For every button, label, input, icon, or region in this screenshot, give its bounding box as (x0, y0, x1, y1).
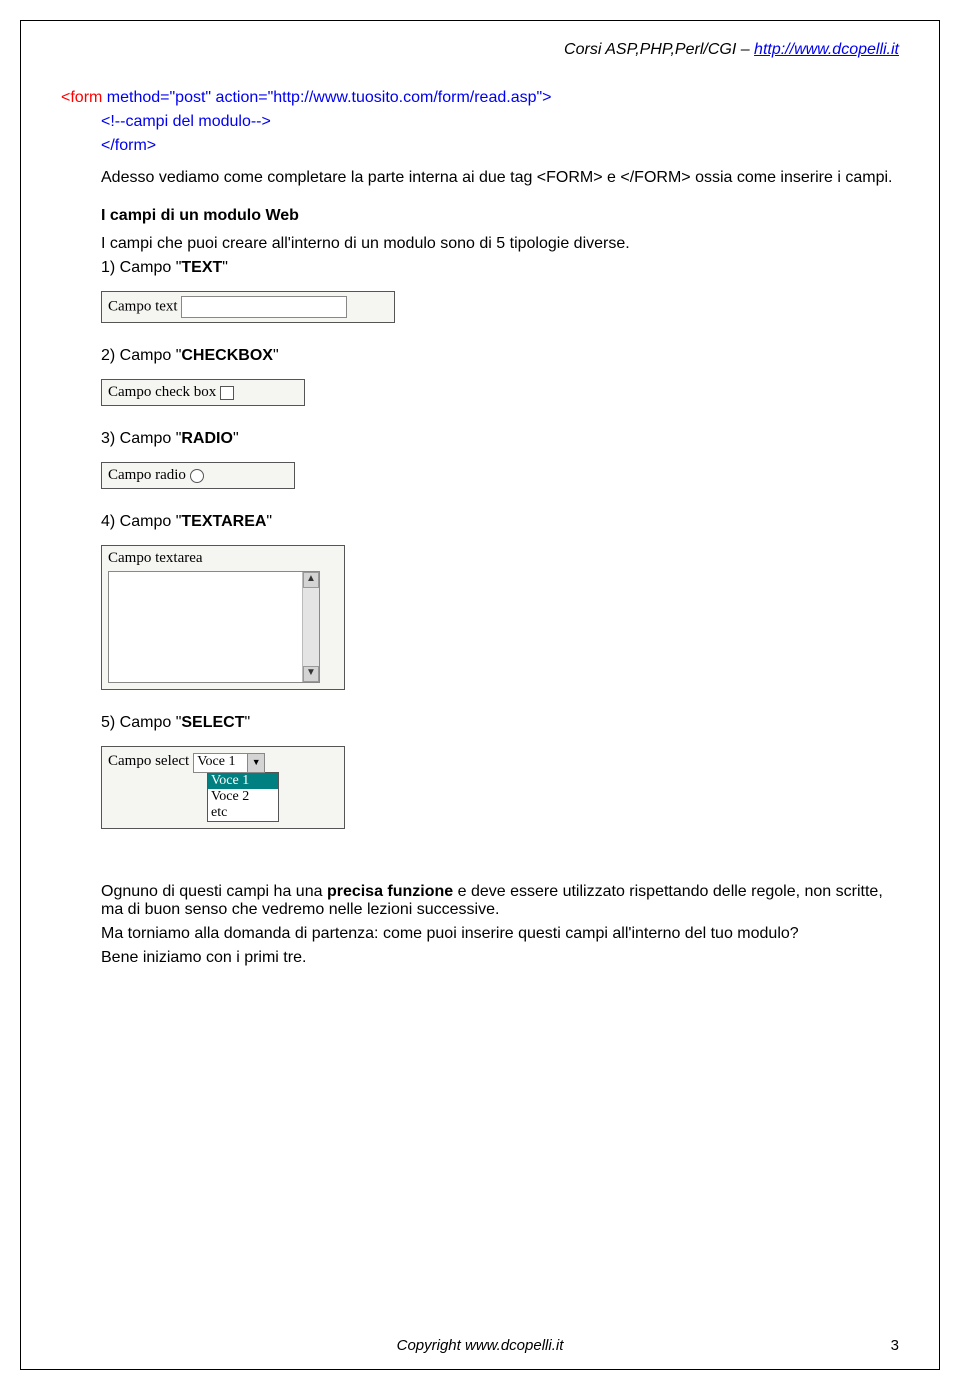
text-input[interactable] (181, 296, 347, 318)
code-comment: <!--campi del modulo--> (101, 113, 899, 131)
code-form-attrs: method="post" action="http://www.tuosito… (102, 89, 551, 106)
paragraph-types: I campi che puoi creare all'interno di u… (101, 235, 899, 253)
paragraph-iniziamo: Bene iniziamo con i primi tre. (101, 949, 899, 967)
select-option[interactable]: Voce 1 (208, 773, 278, 789)
chevron-down-icon[interactable]: ▼ (247, 754, 264, 772)
footer-copyright: Copyright www.dcopelli.it (61, 1337, 899, 1354)
paragraph-domanda: Ma torniamo alla domanda di partenza: co… (101, 925, 899, 943)
header-link[interactable]: http://www.dcopelli.it (754, 41, 899, 58)
example-textarea-caption: Campo textarea (108, 550, 203, 566)
radio-input[interactable] (190, 469, 204, 483)
example-select-box: Campo select Voce 1 ▼ Voce 1 Voce 2 etc (101, 746, 345, 829)
example-select-caption: Campo select (108, 753, 189, 770)
page-footer: Copyright www.dcopelli.it 3 (61, 1337, 899, 1354)
example-radio-box: Campo radio (101, 462, 295, 489)
section-heading: I campi di un modulo Web (101, 207, 899, 225)
scroll-up-icon[interactable]: ▲ (303, 572, 319, 588)
code-form-close: </form> (101, 137, 899, 155)
example-checkbox-box: Campo check box (101, 379, 305, 406)
example-text-box: Campo text (101, 291, 395, 323)
code-block: <form method="post" action="http://www.t… (61, 89, 899, 155)
page-container: Corsi ASP,PHP,Perl/CGI – http://www.dcop… (20, 20, 940, 1370)
example-checkbox-caption: Campo check box (108, 384, 216, 400)
header-title: Corsi ASP,PHP,Perl/CGI – (564, 41, 754, 58)
textarea-input[interactable]: ▲ ▼ (108, 571, 320, 683)
code-form-open-tag: <form (61, 89, 102, 106)
paragraph-funzione: Ognuno di questi campi ha una precisa fu… (101, 883, 899, 919)
example-text-caption: Campo text (108, 298, 178, 314)
select-option[interactable]: Voce 2 (208, 789, 278, 805)
field-text-label: 1) Campo "TEXT" (101, 259, 899, 277)
select-input[interactable]: Voce 1 ▼ (193, 753, 265, 773)
checkbox-input[interactable] (220, 386, 234, 400)
textarea-scrollbar[interactable]: ▲ ▼ (302, 572, 319, 682)
paragraph-intro: Adesso vediamo come completare la parte … (101, 169, 899, 187)
field-textarea-label: 4) Campo "TEXTAREA" (101, 513, 899, 531)
example-textarea-box: Campo textarea ▲ ▼ (101, 545, 345, 690)
footer-page-number: 3 (891, 1337, 899, 1354)
scroll-down-icon[interactable]: ▼ (303, 666, 319, 682)
field-select-label: 5) Campo "SELECT" (101, 714, 899, 732)
page-header: Corsi ASP,PHP,Perl/CGI – http://www.dcop… (61, 41, 899, 59)
example-radio-caption: Campo radio (108, 467, 186, 483)
field-checkbox-label: 2) Campo "CHECKBOX" (101, 347, 899, 365)
select-value: Voce 1 (194, 754, 247, 772)
select-dropdown: Voce 1 Voce 2 etc (207, 772, 279, 822)
field-radio-label: 3) Campo "RADIO" (101, 430, 899, 448)
select-option[interactable]: etc (208, 805, 278, 821)
